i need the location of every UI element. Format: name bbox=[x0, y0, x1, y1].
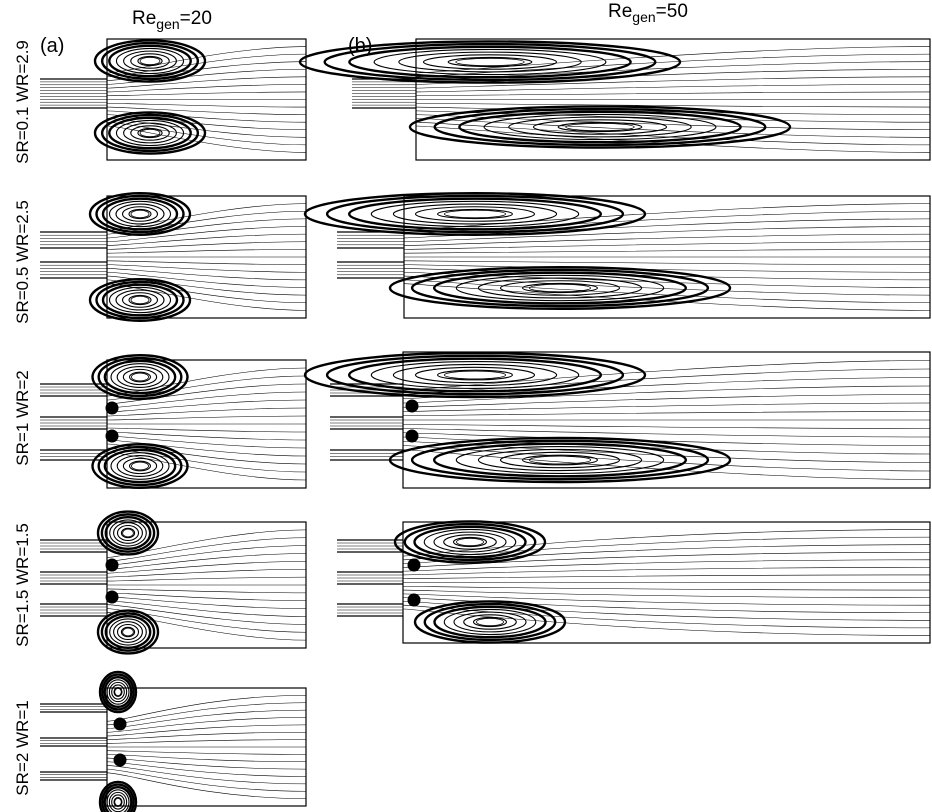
panel-a-sr0.5 bbox=[40, 192, 307, 322]
re-value: =50 bbox=[656, 1, 688, 22]
panel-a-sr0.1 bbox=[40, 38, 307, 161]
panel-b-sr0.1 bbox=[298, 38, 931, 161]
re-subscript: gen bbox=[632, 9, 655, 25]
re-base: Re bbox=[608, 1, 632, 22]
panel-a-sr2 bbox=[40, 670, 307, 812]
panel-a-sr1.5 bbox=[40, 510, 307, 655]
column-header-re50: Regen=50 bbox=[608, 1, 688, 25]
row-label-2: SR=0.5 WR=2.5 bbox=[13, 200, 32, 324]
column-header-re20: Regen=20 bbox=[132, 8, 212, 32]
row-label-3: SR=1 WR=2 bbox=[13, 370, 32, 465]
re-base: Re bbox=[132, 8, 156, 29]
row-label-1: SR=0.1 WR=2.9 bbox=[13, 40, 32, 164]
re-subscript: gen bbox=[156, 16, 179, 32]
panel-a-sr1 bbox=[40, 354, 307, 489]
panel-b-sr0.5 bbox=[303, 192, 931, 319]
panel-label-a: (a) bbox=[40, 35, 64, 57]
panel-b-sr1.5 bbox=[337, 520, 931, 644]
streamline-panels bbox=[40, 38, 931, 812]
re-value: =20 bbox=[180, 8, 212, 29]
panel-b-sr1 bbox=[303, 351, 931, 489]
row-label-4: SR=1.5 WR=1.5 bbox=[13, 523, 32, 647]
row-label-5: SR=2 WR=1 bbox=[13, 700, 32, 795]
